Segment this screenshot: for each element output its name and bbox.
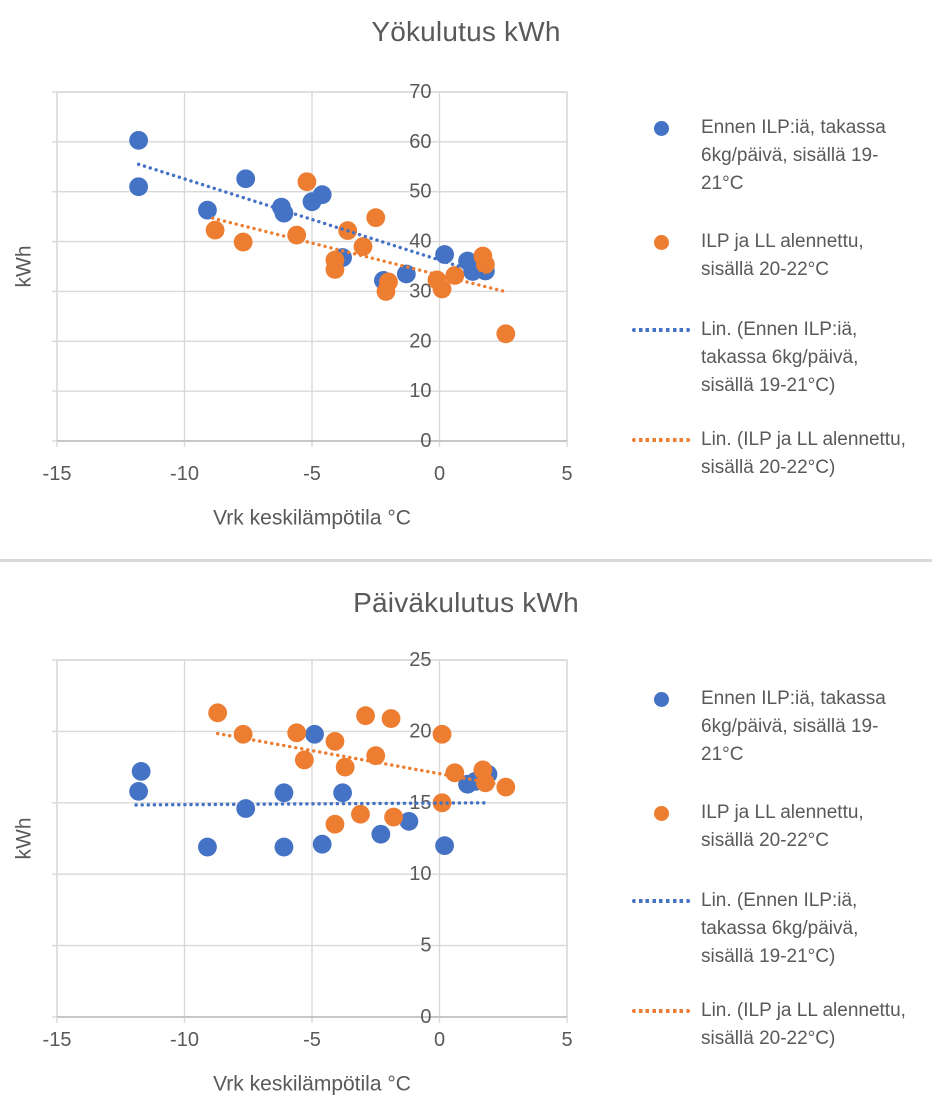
chart-title: Päiväkulutus kWh (353, 587, 579, 618)
svg-text:-5: -5 (303, 463, 321, 485)
legend-label: Lin. (ILP ja LL alennettu, sisällä 20-22… (701, 1000, 906, 1049)
svg-text:5: 5 (561, 463, 572, 485)
svg-text:10: 10 (409, 863, 431, 885)
svg-text:20: 20 (409, 720, 431, 742)
svg-text:0: 0 (434, 463, 445, 485)
svg-text:25: 25 (409, 649, 431, 671)
legend-label: Lin. (ILP ja LL alennettu, sisällä 20-22… (701, 429, 906, 478)
svg-text:-15: -15 (43, 463, 72, 485)
legend-entry-trendline-blue: Lin. (Ennen ILP:iä, takassa 6kg/päivä, s… (632, 887, 918, 971)
blue-dot-marker (632, 114, 690, 136)
svg-text:5: 5 (420, 935, 431, 957)
legend-label: Ennen ILP:iä, takassa 6kg/päivä, sisällä… (701, 117, 886, 194)
svg-text:40: 40 (409, 231, 431, 253)
section-divider (0, 559, 932, 562)
svg-text:70: 70 (409, 81, 431, 103)
night-scatter-plot: 0 10 20 30 40 50 60 70 -15 -10 -5 0 5 Vrk keskilämpöt… (13, 81, 573, 530)
svg-text:0: 0 (420, 430, 431, 452)
svg-text:0: 0 (434, 1029, 445, 1051)
legend: Ennen ILP:iä, takassa 6kg/päivä, sisällä… (632, 104, 918, 482)
blue-dotted-line-marker (632, 316, 690, 332)
legend-label: ILP ja LL alennettu, sisällä 20-22°C (701, 231, 864, 280)
svg-text:10: 10 (409, 380, 431, 402)
svg-text:20: 20 (409, 330, 431, 352)
legend-label: Lin. (Ennen ILP:iä, takassa 6kg/päivä, s… (701, 890, 859, 967)
svg-text:60: 60 (409, 131, 431, 153)
legend-entry-trendline-blue: Lin. (Ennen ILP:iä, takassa 6kg/päivä, s… (632, 316, 918, 400)
blue-dot-marker (632, 685, 690, 707)
orange-dot-marker (632, 799, 690, 821)
svg-text:kWh: kWh (13, 818, 36, 860)
svg-text:Vrk keskilämpötila °C: Vrk keskilämpötila °C (213, 507, 411, 530)
legend-entry-series-orange: ILP ja LL alennettu, sisällä 20-22°C (632, 799, 918, 855)
orange-dot-marker (632, 228, 690, 250)
svg-text:-15: -15 (43, 1029, 72, 1051)
night-consumption-chart: Yökulutus kWh 0 10 20 30 40 50 60 70 -15 -10 -5 0 5 V… (13, 16, 918, 530)
legend-label: Lin. (Ennen ILP:iä, takassa 6kg/päivä, s… (701, 319, 859, 396)
day-consumption-chart: Päiväkulutus kWh 0 5 10 15 20 25 -15 -10 -5 0 5 Vrk… (0, 565, 932, 1111)
day-scatter-plot: 0 5 10 15 20 25 -15 -10 -5 0 5 Vrk keskilämpötila °… (13, 649, 573, 1096)
legend: Ennen ILP:iä, takassa 6kg/päivä, sisällä… (632, 675, 918, 1053)
legend-entry-series-blue: Ennen ILP:iä, takassa 6kg/päivä, sisällä… (632, 114, 918, 198)
orange-dotted-line-marker (632, 426, 690, 442)
blue-dotted-line-marker (632, 887, 690, 903)
legend-entry-series-orange: ILP ja LL alennettu, sisällä 20-22°C (632, 228, 918, 284)
svg-text:15: 15 (409, 792, 431, 814)
svg-text:Vrk keskilämpötila °C: Vrk keskilämpötila °C (213, 1073, 411, 1096)
svg-text:-5: -5 (303, 1029, 321, 1051)
svg-text:0: 0 (420, 1006, 431, 1028)
legend-entry-trendline-orange: Lin. (ILP ja LL alennettu, sisällä 20-22… (632, 426, 918, 482)
svg-text:kWh: kWh (13, 246, 36, 288)
svg-text:30: 30 (409, 280, 431, 302)
orange-dotted-line-marker (632, 997, 690, 1013)
svg-text:50: 50 (409, 181, 431, 203)
svg-text:-10: -10 (170, 1029, 199, 1051)
legend-label: Ennen ILP:iä, takassa 6kg/päivä, sisällä… (701, 688, 886, 765)
legend-entry-trendline-orange: Lin. (ILP ja LL alennettu, sisällä 20-22… (632, 997, 918, 1053)
legend-entry-series-blue: Ennen ILP:iä, takassa 6kg/päivä, sisällä… (632, 685, 918, 769)
legend-label: ILP ja LL alennettu, sisällä 20-22°C (701, 802, 864, 851)
chart-title: Yökulutus kWh (371, 16, 561, 47)
svg-text:5: 5 (561, 1029, 572, 1051)
svg-text:-10: -10 (170, 463, 199, 485)
